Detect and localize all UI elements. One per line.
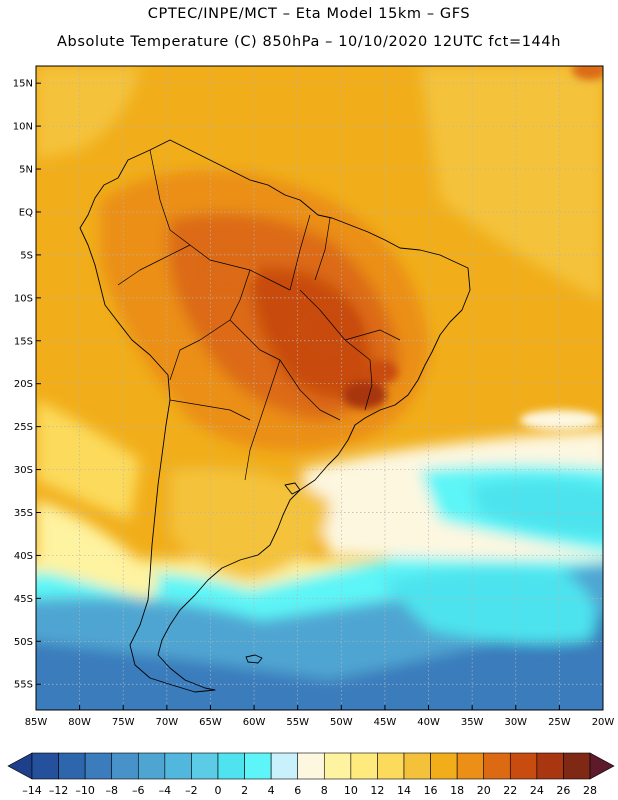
lon-tick-label: 85W [25, 717, 48, 728]
lat-tick-label: 15S [14, 336, 33, 347]
lat-tick-label: 20S [14, 379, 33, 390]
colorbar-swatch [111, 752, 139, 780]
falkland-islands [245, 654, 263, 664]
colorbar-label: 12 [370, 784, 384, 797]
colorbar-label: –2 [185, 784, 198, 797]
map-frame [35, 65, 604, 711]
colorbar-label: 18 [450, 784, 464, 797]
lon-tick-label: 75W [112, 717, 135, 728]
colorbar-swatch [137, 752, 166, 780]
lon-tick-label: 35W [461, 717, 484, 728]
temperature-field [36, 66, 603, 710]
colorbar-label: 4 [268, 784, 275, 797]
country-borders [117, 149, 401, 481]
colorbar-swatch [270, 752, 299, 780]
colorbar-label: 16 [424, 784, 438, 797]
colorbar-swatch [456, 752, 485, 780]
lat-tick-label: 10S [14, 293, 33, 304]
south-america-coastline [79, 139, 471, 693]
lat-tick-label: 40S [14, 551, 33, 562]
colorbar-swatch [191, 752, 219, 780]
lon-tick-label: 55W [286, 717, 309, 728]
chart-title-line-1: CPTEC/INPE/MCT – Eta Model 15km – GFS [147, 6, 471, 22]
colorbar-swatch [217, 752, 245, 780]
colorbar-swatch [31, 752, 59, 780]
colorbar-label: –4 [159, 784, 172, 797]
colorbar-swatch [164, 752, 192, 780]
lon-tick-label: 80W [68, 717, 91, 728]
colorbar-label: 20 [477, 784, 491, 797]
lat-tick-label: 45S [14, 594, 33, 605]
colorbar-label: –6 [132, 784, 145, 797]
lon-tick-label: 40W [417, 717, 440, 728]
colorbar-label: 22 [503, 784, 517, 797]
lon-tick-label: 30W [504, 717, 527, 728]
lat-tick-label: EQ [19, 207, 33, 218]
colorbar-label: 2 [241, 784, 248, 797]
lon-tick-label: 70W [156, 717, 179, 728]
lon-tick-label: 20W [592, 717, 615, 728]
colorbar-swatch [84, 752, 113, 780]
colorbar-label: –14 [22, 784, 42, 797]
colorbar-swatch [430, 752, 458, 780]
lon-tick-label: 50W [330, 717, 353, 728]
lon-tick-label: 60W [243, 717, 266, 728]
colorbar-swatch [58, 752, 86, 780]
uruguay-lagoon [284, 482, 301, 495]
lon-tick-label: 45W [374, 717, 397, 728]
colorbar-label: 10 [344, 784, 358, 797]
colorbar-label: 28 [583, 784, 597, 797]
chart-title-line-2: Absolute Temperature (C) 850hPa – 10/10/… [57, 34, 561, 50]
colorbar-label: 8 [321, 784, 328, 797]
colorbar-swatch [244, 752, 272, 780]
colorbar: –14 –12 –10 –8 –6 –4 –2 0 2 4 6 8 10 12 14 16 18 20 22 24 26… [7, 752, 615, 797]
colorbar-swatch [350, 752, 378, 780]
lat-tick-label: 15N [13, 79, 33, 90]
colorbar-label: 6 [294, 784, 301, 797]
colorbar-swatch [403, 752, 431, 780]
lat-tick-label: 50S [14, 637, 33, 648]
colorbar-label: 24 [530, 784, 544, 797]
colorbar-min-arrow [7, 752, 33, 780]
colorbar-label: 0 [215, 784, 222, 797]
lat-tick-label: 5S [20, 250, 33, 261]
colorbar-label: 26 [556, 784, 570, 797]
colorbar-label: –8 [105, 784, 118, 797]
colorbar-max-arrow [589, 752, 615, 780]
lon-tick-label: 65W [199, 717, 222, 728]
colorbar-label: –12 [49, 784, 69, 797]
colorbar-swatch [509, 752, 538, 780]
lat-tick-label: 35S [14, 508, 33, 519]
colorbar-swatch [297, 752, 325, 780]
lat-tick-label: 25S [14, 422, 33, 433]
colorbar-swatch [536, 752, 564, 780]
colorbar-swatch [563, 752, 591, 780]
lat-tick-label: 10N [13, 122, 33, 133]
lat-tick-label: 55S [14, 680, 33, 691]
lat-tick-label: 30S [14, 465, 33, 476]
colorbar-swatch [483, 752, 511, 780]
lat-tick-label: 5N [19, 165, 33, 176]
colorbar-label: 14 [397, 784, 411, 797]
colorbar-swatch [323, 752, 352, 780]
lon-tick-label: 25W [548, 717, 571, 728]
colorbar-swatch [377, 752, 405, 780]
colorbar-label: –10 [75, 784, 95, 797]
